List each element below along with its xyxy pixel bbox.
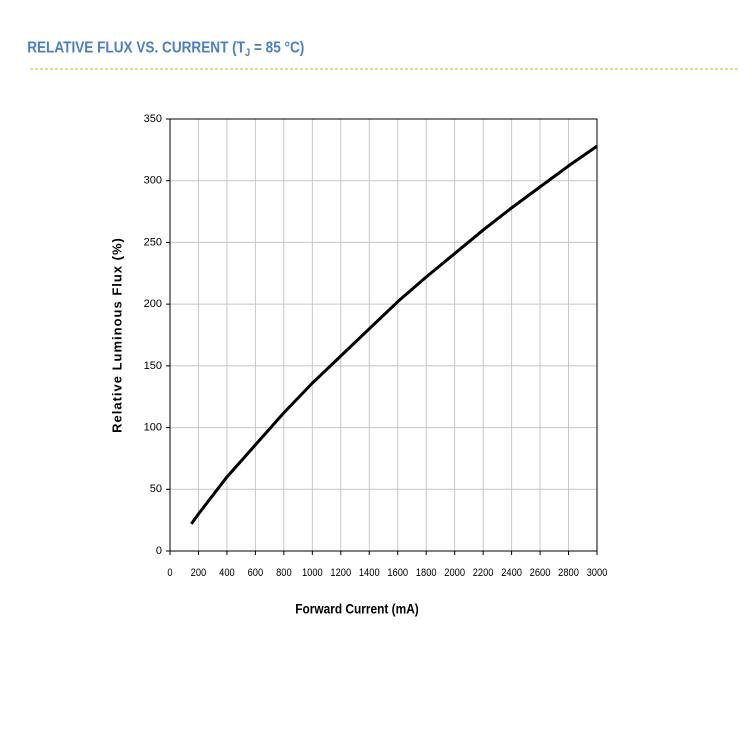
y-tick-label: 200 <box>144 298 162 310</box>
y-tick-label: 150 <box>144 360 162 372</box>
x-tick-label: 3000 <box>587 567 608 579</box>
y-tick-label: 100 <box>144 421 162 433</box>
title-text: RELATIVE FLUX VS. CURRENT (T <box>27 39 245 56</box>
title-subscript: J <box>245 47 250 59</box>
x-tick-label: 2600 <box>530 567 551 579</box>
y-tick-label: 50 <box>150 483 162 495</box>
x-tick-label: 2800 <box>558 567 579 579</box>
x-tick-label: 1600 <box>387 567 408 579</box>
x-tick-label: 800 <box>276 567 292 579</box>
x-axis-label: Forward Current (mA) <box>295 601 419 617</box>
x-tick-label: 1800 <box>416 567 437 579</box>
x-tick-label: 2000 <box>444 567 465 579</box>
chart-title: RELATIVE FLUX VS. CURRENT (TJ = 85 °C) <box>27 39 304 59</box>
x-tick-label: 0 <box>167 567 172 579</box>
plot-frame <box>169 118 598 552</box>
x-tick-label: 2400 <box>501 567 522 579</box>
y-tick-label: 350 <box>144 113 162 125</box>
x-tick-label: 1200 <box>330 567 351 579</box>
x-tick-label: 1000 <box>302 567 323 579</box>
title-text: = 85 °C) <box>250 39 304 56</box>
y-tick-label: 250 <box>144 236 162 248</box>
x-tick-label: 2200 <box>473 567 494 579</box>
x-tick-label: 200 <box>191 567 207 579</box>
x-tick-label: 1400 <box>359 567 380 579</box>
y-tick-label: 0 <box>156 545 162 557</box>
x-tick-label: 400 <box>219 567 235 579</box>
y-axis-label: Relative Luminous Flux (%) <box>109 237 124 433</box>
x-tick-label: 600 <box>248 567 264 579</box>
data-line <box>190 144 598 525</box>
y-tick-label: 300 <box>144 175 162 187</box>
